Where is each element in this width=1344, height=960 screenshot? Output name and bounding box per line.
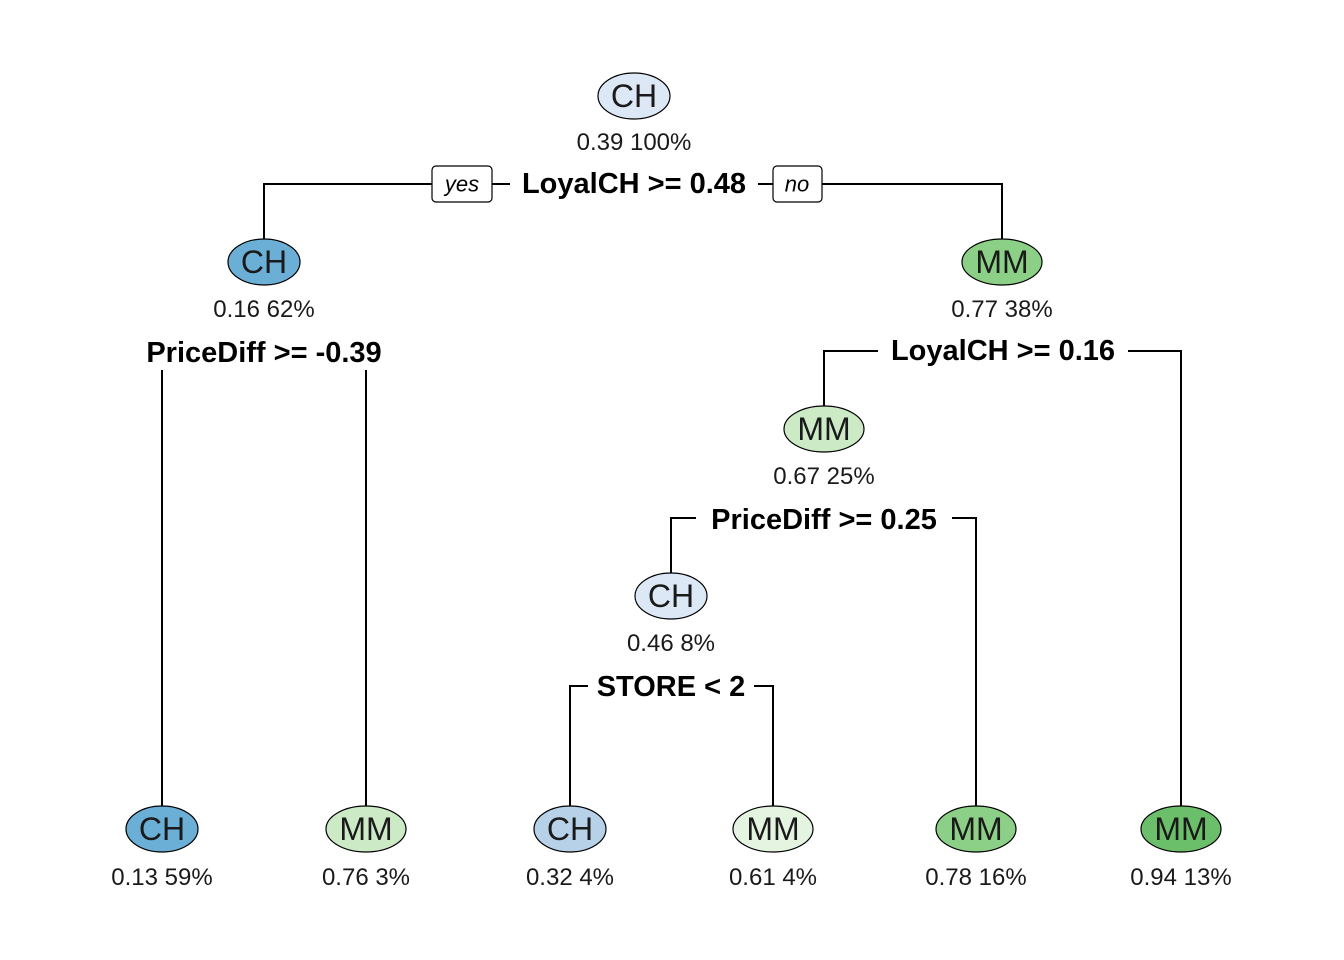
node-ellipse xyxy=(1140,805,1222,853)
branch-no-box: no xyxy=(772,165,823,203)
node-stats-label: 0.61 4% xyxy=(729,864,817,891)
node-stats-label: 0.94 13% xyxy=(1130,864,1231,891)
node-ellipse xyxy=(961,238,1043,286)
node-class-label: MM xyxy=(1154,811,1207,847)
tree-node-n12: CH 0.46 8% xyxy=(627,572,715,657)
node-stats-label: 0.39 100% xyxy=(577,129,692,156)
tree-node-n13: MM 0.78 16% xyxy=(925,805,1027,891)
edge-s6-left xyxy=(670,517,696,573)
node-class-label: CH xyxy=(139,811,185,847)
branch-yes-box: yes xyxy=(431,165,493,203)
tree-node-n25: MM 0.61 4% xyxy=(729,805,817,891)
node-ellipse xyxy=(935,805,1017,853)
node-stats-label: 0.32 4% xyxy=(526,864,614,891)
edge-s12-left xyxy=(569,685,588,806)
branch-yes-label: yes xyxy=(443,172,479,197)
node-stats-label: 0.77 38% xyxy=(951,296,1052,323)
node-class-label: CH xyxy=(547,811,593,847)
tree-node-n24: CH 0.32 4% xyxy=(526,805,614,891)
node-ellipse xyxy=(597,72,671,120)
split-label-n2: PriceDiff >= -0.39 xyxy=(146,337,381,369)
node-ellipse xyxy=(125,805,199,853)
tree-node-n7: MM 0.94 13% xyxy=(1130,805,1232,891)
tree-node-n3: MM 0.77 38% xyxy=(951,238,1053,323)
tree-node-n4: CH 0.13 59% xyxy=(111,805,213,891)
tree-node-n2: CH 0.16 62% xyxy=(213,238,315,323)
node-class-label: MM xyxy=(975,244,1028,280)
node-class-label: MM xyxy=(797,411,850,447)
edge-s12-right xyxy=(754,685,774,806)
split-label-n6: PriceDiff >= 0.25 xyxy=(711,504,937,536)
node-stats-label: 0.78 16% xyxy=(925,864,1026,891)
node-class-label: CH xyxy=(648,578,694,614)
edge-s1-right xyxy=(822,183,1003,240)
node-class-label: MM xyxy=(339,811,392,847)
node-class-label: MM xyxy=(949,811,1002,847)
edge-s6-right xyxy=(952,517,977,806)
node-ellipse xyxy=(533,805,607,853)
node-stats-label: 0.16 62% xyxy=(213,296,314,323)
node-class-label: MM xyxy=(746,811,799,847)
node-class-label: CH xyxy=(241,244,287,280)
node-ellipse xyxy=(325,805,407,853)
edge-s3-right xyxy=(1128,350,1182,806)
node-ellipse xyxy=(732,805,814,853)
node-ellipse xyxy=(783,405,865,453)
tree-node-n5: MM 0.76 3% xyxy=(322,805,410,891)
tree-node-n6: MM 0.67 25% xyxy=(773,405,875,490)
node-stats-label: 0.13 59% xyxy=(111,864,212,891)
node-stats-label: 0.76 3% xyxy=(322,864,410,891)
edge-s3-left xyxy=(823,350,878,406)
node-class-label: CH xyxy=(611,78,657,114)
node-stats-label: 0.67 25% xyxy=(773,463,874,490)
split-label-n3: LoyalCH >= 0.16 xyxy=(891,335,1115,367)
edge-s1-left xyxy=(263,183,432,240)
split-label-n12: STORE < 2 xyxy=(597,671,746,703)
split-label-root: LoyalCH >= 0.48 xyxy=(522,168,746,200)
branch-no-label: no xyxy=(785,172,809,197)
node-ellipse xyxy=(634,572,708,620)
node-stats-label: 0.46 8% xyxy=(627,630,715,657)
tree-edges xyxy=(161,183,1182,806)
split-labels: LoyalCH >= 0.48 PriceDiff >= -0.39 Loyal… xyxy=(146,168,1115,703)
node-ellipse xyxy=(227,238,301,286)
tree-node-n1: CH 0.39 100% xyxy=(577,72,692,156)
